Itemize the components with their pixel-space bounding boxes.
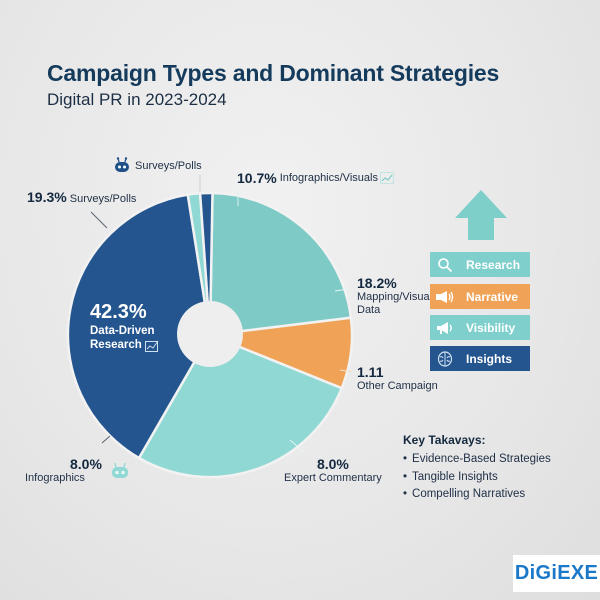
surveys-icon-label: Surveys/Polls [113, 157, 202, 175]
robot-icon [115, 157, 129, 172]
up-arrow-icon [455, 190, 507, 240]
legend-label: Research [466, 257, 521, 272]
takeaways-list: Evidence-Based Strategies Tangible Insig… [403, 451, 551, 504]
surveys-text: Surveys/Polls [69, 193, 137, 205]
expert-pct: 8.0% [316, 456, 349, 472]
ddr-text-2: Research [90, 338, 142, 351]
label-infographics-visuals: 10.7% Infographics/Visuals [237, 170, 394, 186]
label-mapping-visual-data: 18.2% Mapping/Visual Data [357, 275, 432, 316]
donut-hole [177, 301, 243, 367]
key-takeaways: Key Takavays: Evidence-Based Strategies … [403, 433, 551, 504]
other-text: Other Campaign [357, 380, 438, 393]
slice-dark-sliver [198, 191, 214, 336]
expert-text: Expert Commentary [284, 472, 382, 485]
ddr-pct: 42.3% [90, 301, 147, 323]
mapping-pct: 18.2% [357, 275, 397, 291]
label-data-driven-research: 42.3% Data-Driven Research [90, 302, 160, 353]
infovis-pct: 10.7% [237, 170, 277, 186]
mapping-text-2: Data [357, 303, 381, 316]
label-other-campaign: 1.11 Other Campaign [357, 364, 438, 393]
trend-chart-icon [379, 172, 394, 185]
label-infographics: 8.0% Infographics [25, 456, 102, 485]
megaphone-icon [432, 321, 458, 335]
legend-item-visibility: Visibility [430, 315, 530, 340]
page-title: Campaign Types and Dominant Strategies [47, 60, 500, 86]
label-expert-commentary: 8.0% Expert Commentary [284, 456, 382, 485]
legend-label: Narrative [466, 289, 519, 304]
megaphone-icon [432, 290, 458, 304]
infovis-text: Infographics/Visuals [279, 171, 378, 184]
slice-infographics-visuals [208, 191, 353, 337]
mapping-text-1: Mapping/Visual [357, 291, 433, 304]
label-surveys-polls: 19.3% Surveys/Polls [27, 189, 136, 206]
surveys-pct: 19.3% [27, 189, 67, 205]
trend-chart-icon [144, 340, 159, 353]
brand-logo: DiGiEXE [513, 555, 600, 592]
legend-item-research: Research [430, 252, 530, 277]
slice-data-driven-research [66, 193, 212, 460]
infographics-text: Infographics [25, 472, 85, 485]
legend-label: Visibility [466, 320, 516, 335]
legend-label: Insights [466, 351, 513, 366]
legend-item-narrative: Narrative [430, 284, 530, 309]
robot-icon [112, 462, 128, 478]
page-subtitle: Digital PR in 2023-2024 [47, 90, 227, 109]
legend-item-insights: Insights [430, 346, 530, 371]
takeaways-heading: Key Takavays: [403, 433, 486, 447]
takeaway-item: Evidence-Based Strategies [403, 451, 551, 469]
other-pct: 1.11 [357, 364, 384, 380]
surveys-icon-text: Surveys/Polls [135, 159, 202, 172]
brain-icon [432, 350, 458, 367]
infographics-pct: 8.0% [70, 456, 102, 472]
ddr-text-1: Data-Driven [90, 325, 155, 337]
takeaway-item: Compelling Narratives [403, 486, 551, 504]
search-icon [432, 257, 458, 273]
takeaway-item: Tangible Insights [403, 469, 551, 487]
